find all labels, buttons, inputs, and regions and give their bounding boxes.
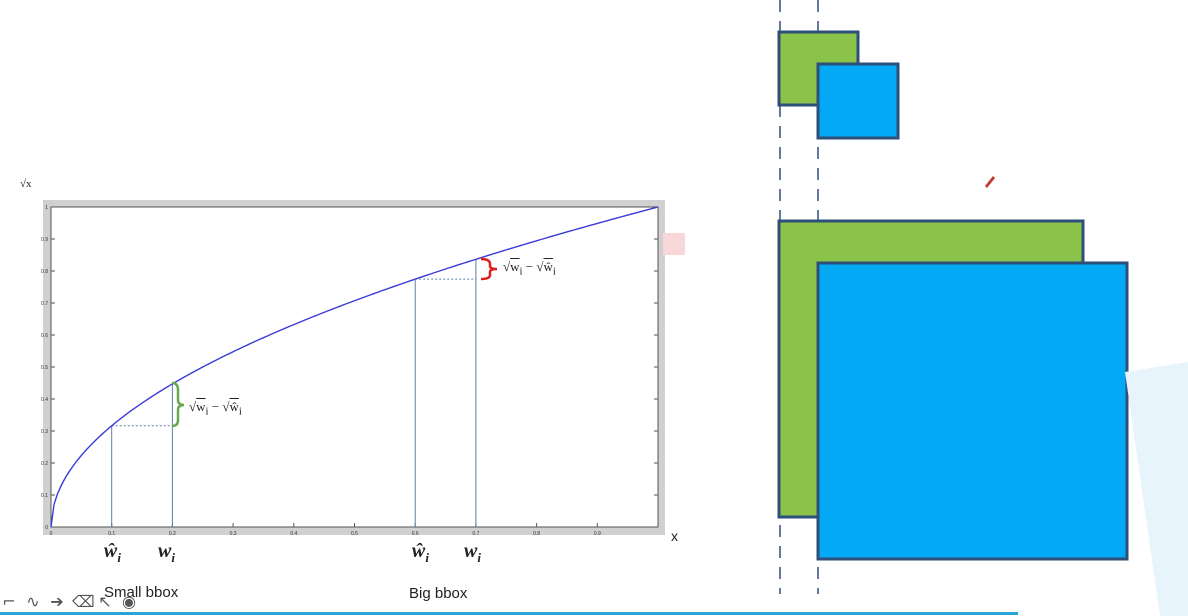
- x-tick-label: 0.6: [412, 531, 419, 537]
- x-tick-label: 0.5: [351, 531, 358, 537]
- y-axis-label: √x: [20, 178, 32, 190]
- y-tick-label: 0.9: [41, 237, 48, 243]
- w-label-small: wi: [158, 540, 175, 565]
- small-bbox-caption: Small bbox: [104, 584, 179, 601]
- y-tick-label: 1: [45, 205, 48, 211]
- sqrt-curve: [50, 206, 659, 528]
- watermark-badge: [663, 233, 685, 255]
- w-label-big: wi: [464, 540, 481, 565]
- red-bracket: [480, 257, 498, 281]
- arrow-icon[interactable]: ➔: [50, 591, 64, 611]
- x-tick-label: 0.4: [290, 531, 297, 537]
- x-axis-label: x: [671, 528, 678, 544]
- y-tick-label: 0.6: [41, 333, 48, 339]
- y-tick-label: 0.4: [41, 397, 48, 403]
- small-predicted-box: [816, 62, 900, 140]
- y-tick-label: 0.8: [41, 269, 48, 275]
- w-hat-label-big: ŵi: [412, 540, 429, 565]
- y-tick-label: 0.2: [41, 461, 48, 467]
- pointer-icon[interactable]: ↖: [98, 591, 112, 611]
- background-shape: [1125, 362, 1188, 616]
- y-tick-label: 0.1: [41, 493, 48, 499]
- y-tick-label: 0.7: [41, 301, 48, 307]
- x-tick-label: 0.7: [472, 531, 479, 537]
- plot-area: [50, 206, 659, 528]
- y-tick-label: 0: [45, 525, 48, 531]
- y-tick-label: 0.5: [41, 365, 48, 371]
- big-bbox-caption: Big bbox: [409, 585, 468, 602]
- x-tick-label: 0.8: [533, 531, 540, 537]
- w-hat-label-small: ŵi: [104, 540, 121, 565]
- x-tick-label: 0.3: [230, 531, 237, 537]
- x-tick-label: 0.2: [169, 531, 176, 537]
- pen-icon[interactable]: ⌐: [2, 591, 16, 611]
- record-icon[interactable]: ◉: [122, 591, 136, 611]
- big-predicted-box: [816, 261, 1129, 561]
- annotation-toolbar: ⌐ ∿ ➔ ⌫ ↖ ◉: [0, 588, 138, 614]
- curve-icon[interactable]: ∿: [26, 591, 40, 611]
- x-tick-label: 0.9: [594, 531, 601, 537]
- x-tick-label: 0: [50, 531, 53, 537]
- progress-bar: [0, 612, 1018, 615]
- green-bracket: [171, 381, 185, 428]
- pen-cursor-icon: [985, 176, 995, 188]
- x-tick-label: 0.1: [108, 531, 115, 537]
- eraser-icon[interactable]: ⌫: [72, 591, 95, 611]
- y-tick-label: 0.3: [41, 429, 48, 435]
- green-formula: √wi − √ŵi: [189, 399, 242, 418]
- guide-lines: [111, 259, 477, 527]
- red-formula: √wi − √ŵi: [503, 259, 556, 278]
